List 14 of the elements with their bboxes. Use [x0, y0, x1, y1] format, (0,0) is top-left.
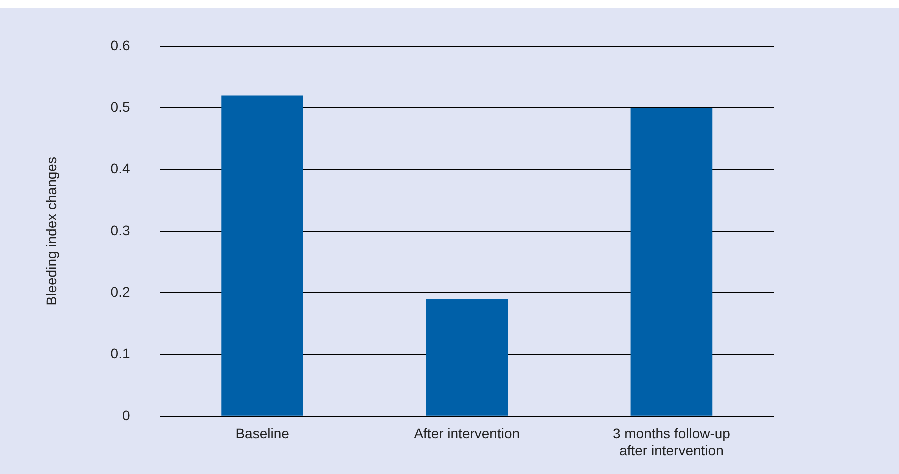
- bar: [630, 108, 713, 416]
- y-tick-label: 0.3: [110, 222, 130, 238]
- y-tick-label: 0.1: [110, 346, 130, 362]
- x-tick-label: After intervention: [414, 426, 520, 442]
- y-tick-label: 0.6: [110, 37, 130, 54]
- y-tick-label: 0.2: [110, 284, 130, 300]
- bar: [426, 299, 508, 416]
- x-tick-label: 3 months follow-up after intervention: [612, 426, 731, 458]
- y-tick-label: 0: [122, 407, 130, 424]
- y-tick-label: 0.5: [110, 98, 130, 115]
- x-tick-label: Baseline: [236, 426, 290, 442]
- bar: [222, 96, 304, 416]
- y-axis-title: Bleeding index changes: [43, 157, 60, 306]
- y-tick-label: 0.4: [110, 160, 130, 177]
